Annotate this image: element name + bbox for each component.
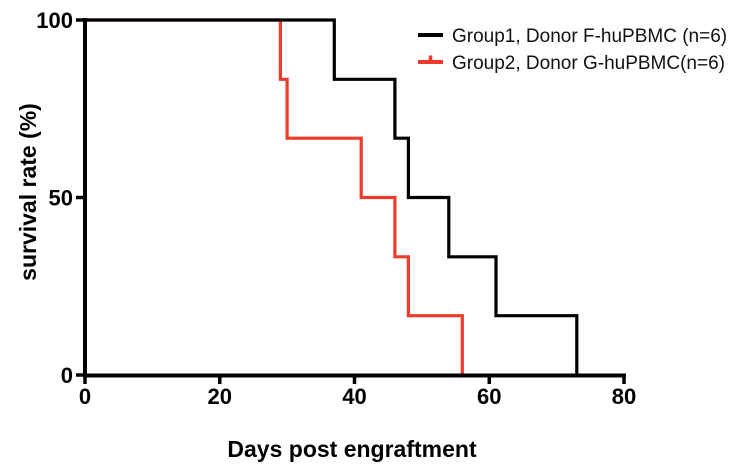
survival-curve-group1 <box>85 18 579 375</box>
x-tick-label: 40 <box>342 384 366 409</box>
y-axis-title: survival rate (%) <box>15 103 41 281</box>
x-tick-label: 0 <box>79 384 91 409</box>
y-axis-ticks: 0 50 100 <box>36 8 85 388</box>
x-tick-label: 60 <box>477 384 501 409</box>
y-tick-label: 0 <box>61 363 73 388</box>
legend-label-group2: Group2, Donor G-huPBMC(n=6) <box>452 53 725 74</box>
x-axis-title: Days post engraftment <box>227 436 477 462</box>
y-tick-label: 100 <box>36 8 73 33</box>
x-tick-label: 80 <box>612 384 636 409</box>
survival-curve-group2 <box>85 18 464 375</box>
legend-label-group1: Group1, Donor F-huPBMC (n=6) <box>452 26 727 47</box>
legend-item-group1: Group1, Donor F-huPBMC (n=6) <box>418 26 727 47</box>
plot-area <box>85 18 579 375</box>
x-axis-ticks: 0 20 40 60 80 <box>79 375 636 409</box>
x-tick-label: 20 <box>208 384 232 409</box>
legend: Group1, Donor F-huPBMC (n=6) Group2, Don… <box>418 26 727 74</box>
legend-item-group2: Group2, Donor G-huPBMC(n=6) <box>418 53 725 74</box>
y-tick-label: 50 <box>49 186 73 211</box>
